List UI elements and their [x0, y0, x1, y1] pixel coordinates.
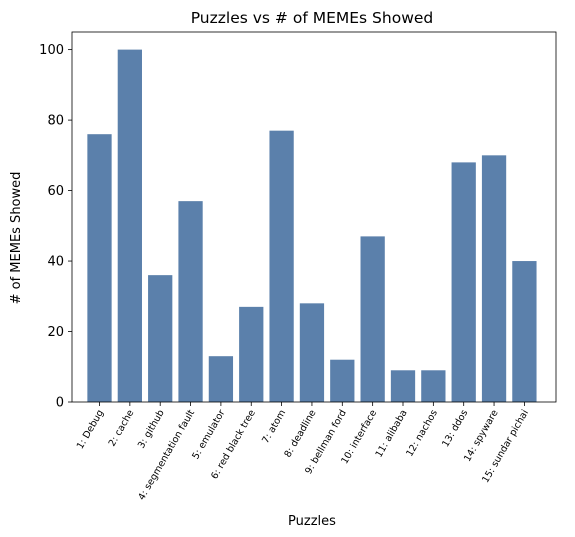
bar-15: [512, 261, 537, 402]
x-tick-label: 3: github: [136, 408, 167, 451]
x-tick-label: 2: cache: [107, 408, 137, 449]
bar-13: [451, 162, 476, 402]
y-axis-title: # of MEMEs Showed: [9, 172, 24, 305]
chart-title: Puzzles vs # of MEMEs Showed: [191, 9, 434, 27]
bar-3: [148, 275, 173, 402]
x-tick-label: 7: atom: [260, 408, 288, 445]
y-axis: 0 20 40 60 80 100: [39, 43, 72, 411]
y-tick-label: 20: [47, 325, 64, 340]
bar-9: [330, 359, 355, 402]
bar-4: [178, 201, 203, 402]
x-axis-title: Puzzles: [288, 514, 336, 529]
bar-10: [360, 236, 385, 402]
plot-frame: [71, 31, 557, 403]
x-tick-label: 13: ddos: [440, 408, 470, 449]
bar-1: [87, 134, 112, 402]
bars-group: [87, 49, 537, 403]
y-tick-label: 0: [56, 396, 64, 411]
bar-12: [421, 370, 446, 402]
x-tick-label: 12: nachos: [404, 408, 440, 459]
y-tick-label: 60: [47, 184, 64, 199]
bar-2: [117, 49, 142, 403]
bar-11: [390, 370, 416, 402]
x-tick-label: 4: segmentation fault: [136, 408, 197, 503]
bar-14: [481, 155, 507, 402]
bar-7: [269, 130, 294, 403]
x-tick-label: 1: Debug: [75, 408, 106, 451]
bar-6: [239, 306, 264, 402]
y-tick-label: 40: [47, 255, 64, 270]
bar-5: [208, 356, 234, 402]
y-tick-label: 80: [47, 114, 64, 129]
y-tick-label: 100: [39, 43, 64, 58]
bar-8: [299, 303, 325, 402]
